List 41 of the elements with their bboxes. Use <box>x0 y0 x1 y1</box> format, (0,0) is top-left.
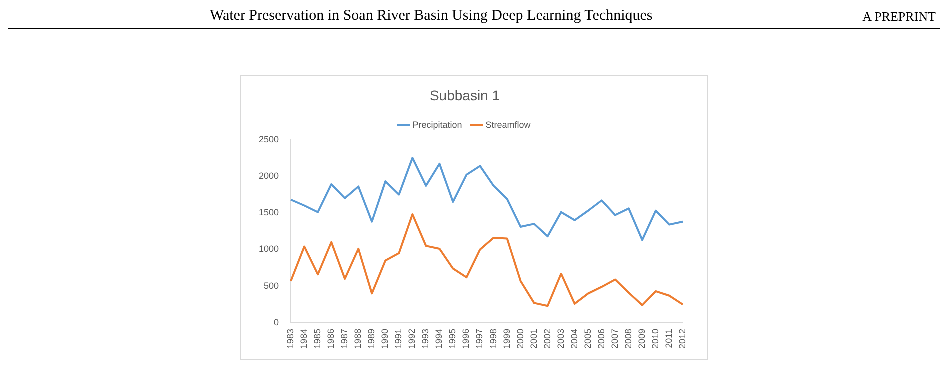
y-tick-label: 1000 <box>258 244 280 254</box>
x-tick-label: 2009 <box>636 328 647 350</box>
x-tick-label: 2010 <box>650 328 660 350</box>
x-tick-label: 1990 <box>380 328 390 350</box>
x-tick-label: 1998 <box>488 328 498 350</box>
x-tick-label: 2000 <box>515 328 526 350</box>
x-tick-label: 1986 <box>326 328 336 350</box>
y-tick-label: 1500 <box>258 208 280 218</box>
chart-title: Subbasin 1 <box>430 87 500 104</box>
x-tick-label: 2001 <box>528 328 539 350</box>
y-tick-label: 2500 <box>258 134 280 144</box>
x-tick-label: 1991 <box>394 328 404 350</box>
x-tick-label: 1992 <box>407 328 418 350</box>
x-tick-label: 2012 <box>677 328 688 350</box>
y-tick-label: 2000 <box>258 170 280 181</box>
x-tick-label: 1999 <box>502 328 512 350</box>
x-tick-label: 2006 <box>596 328 606 350</box>
x-tick-label: 2004 <box>569 328 580 350</box>
y-tick-label: 500 <box>264 280 280 291</box>
x-tick-label: 1985 <box>312 328 323 350</box>
y-tick-label: 0 <box>274 317 280 328</box>
x-tick-label: 2008 <box>623 328 634 350</box>
x-tick-label: 1995 <box>448 328 458 350</box>
x-tick-label: 1997 <box>474 328 485 350</box>
x-tick-label: 2003 <box>556 328 566 350</box>
x-tick-label: 2002 <box>542 328 552 350</box>
x-tick-label: 1987 <box>340 328 350 350</box>
x-tick-label: 2007 <box>610 328 620 350</box>
x-tick-label: 1994 <box>434 328 444 350</box>
text: Water Preservation in Soan River Basin Using Deep Learning Techniques <box>210 8 653 25</box>
x-tick-label: 1984 <box>299 328 310 350</box>
x-tick-label: 1989 <box>366 328 377 350</box>
x-tick-label: 2005 <box>582 328 593 350</box>
text: A PREPRINT <box>862 9 936 25</box>
x-tick-label: 1988 <box>353 328 364 350</box>
legend-label: Streamflow <box>486 120 532 130</box>
x-tick-label: 1983 <box>286 328 296 350</box>
legend-label: Precipitation <box>412 120 462 130</box>
x-tick-label: 1993 <box>420 328 431 350</box>
x-tick-label: 1996 <box>461 328 472 350</box>
x-tick-label: 2011 <box>664 328 674 348</box>
